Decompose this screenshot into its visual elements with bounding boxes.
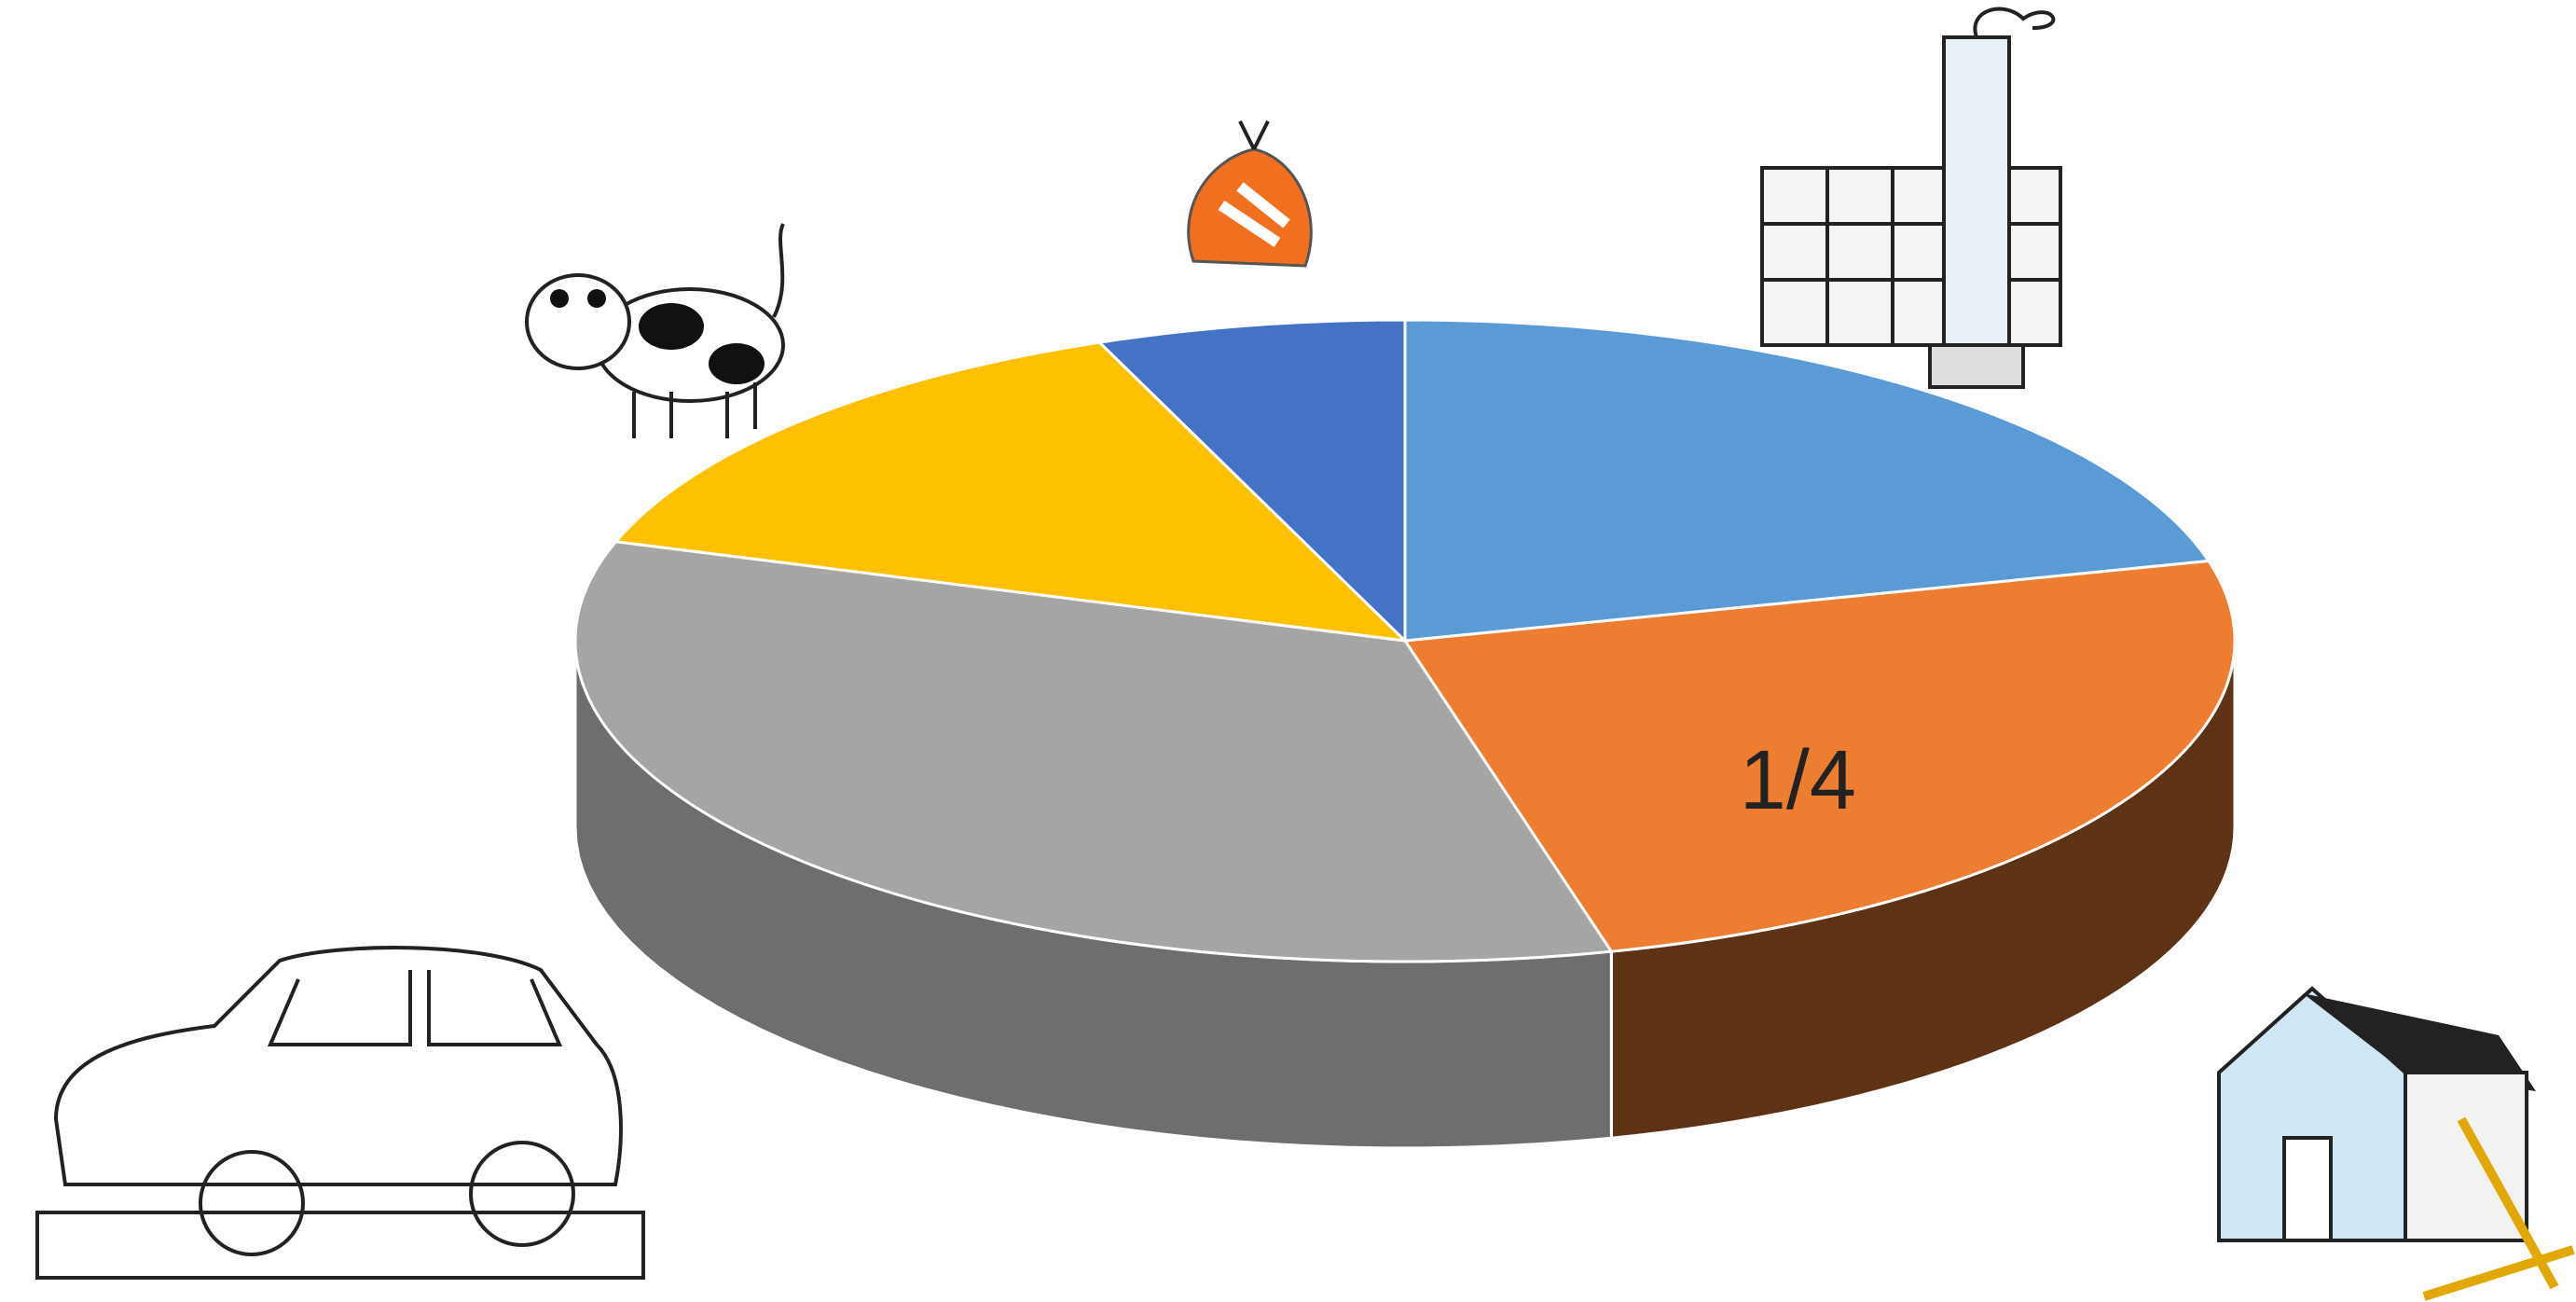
slice xyxy=(1403,318,2211,643)
pie: 1/4 xyxy=(573,318,2237,1150)
bag-icon xyxy=(1187,120,1313,268)
slice xyxy=(573,540,1614,963)
cow-icon xyxy=(525,223,785,438)
slice xyxy=(1402,559,2237,953)
house-icon xyxy=(2217,986,2575,1301)
factory-icon xyxy=(1760,7,2062,389)
value-label: 1/4 xyxy=(1740,734,1856,827)
slice xyxy=(1096,318,1407,644)
car-icon xyxy=(35,946,645,1280)
slice xyxy=(613,340,1410,644)
